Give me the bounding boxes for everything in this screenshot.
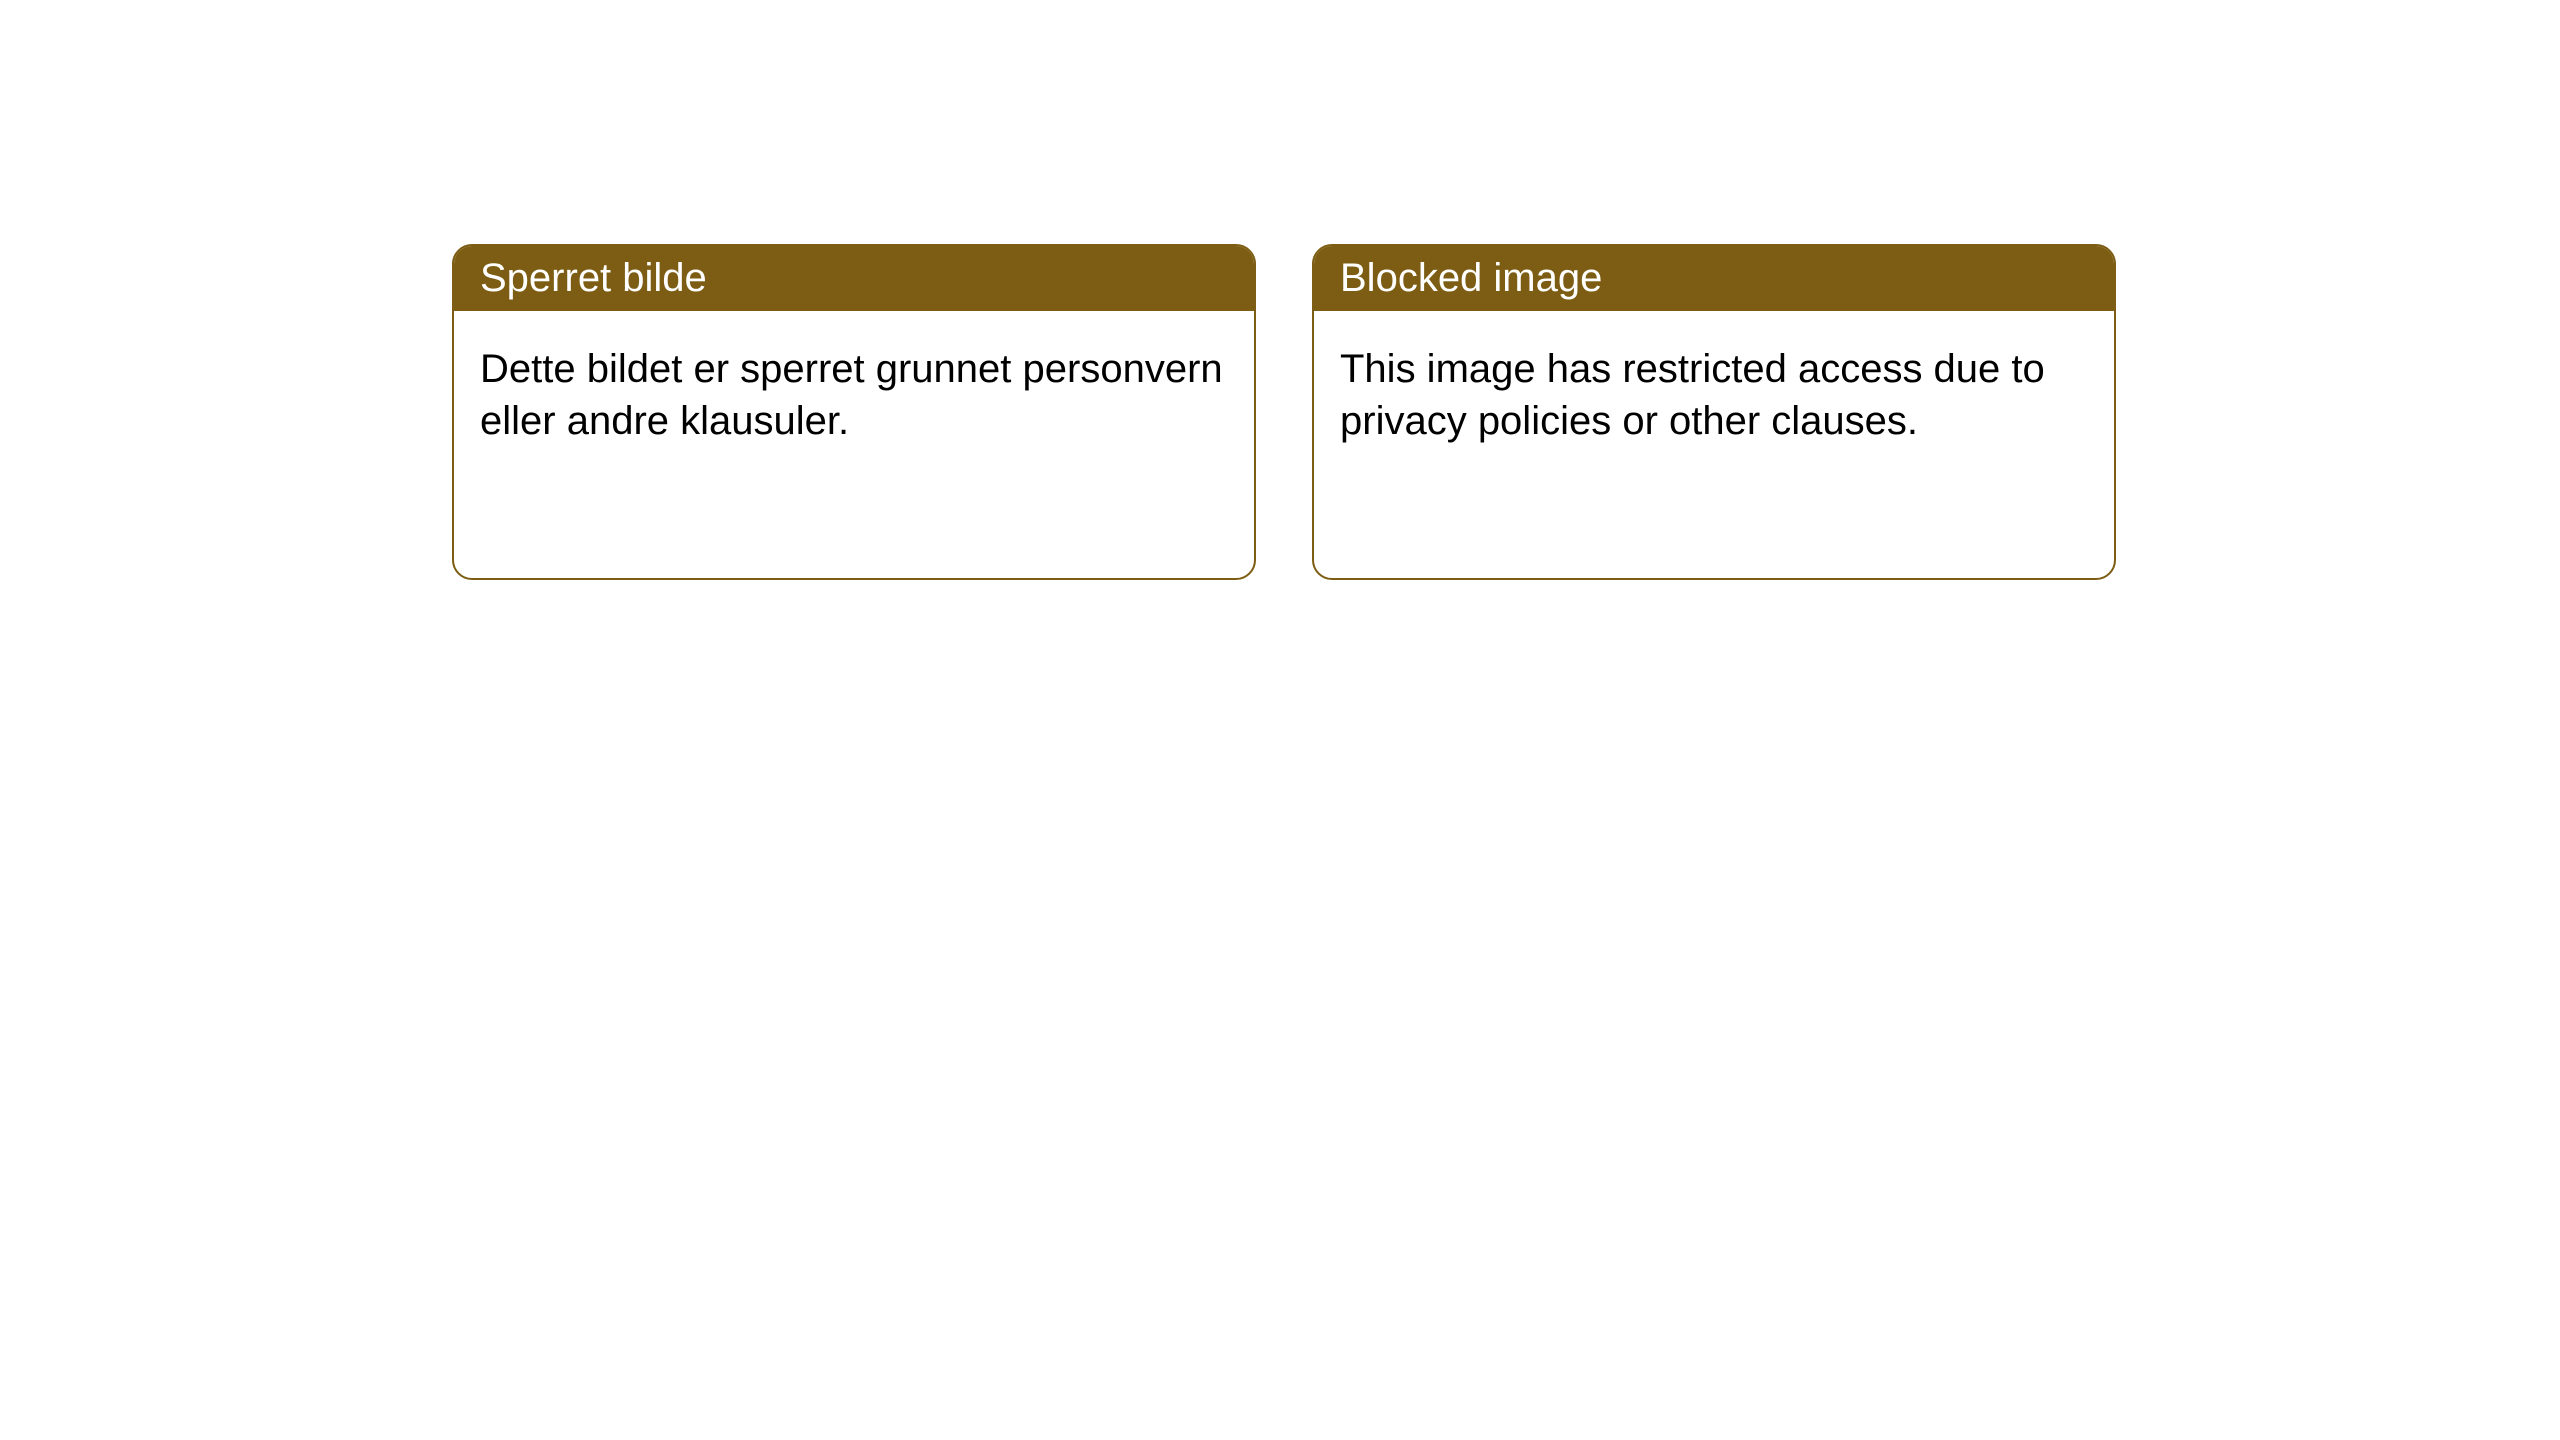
notice-card-norwegian: Sperret bilde Dette bildet er sperret gr…	[452, 244, 1256, 580]
notice-container: Sperret bilde Dette bildet er sperret gr…	[0, 0, 2560, 580]
notice-header: Sperret bilde	[454, 246, 1254, 311]
notice-body: This image has restricted access due to …	[1314, 311, 2114, 479]
notice-header: Blocked image	[1314, 246, 2114, 311]
notice-body: Dette bildet er sperret grunnet personve…	[454, 311, 1254, 479]
notice-card-english: Blocked image This image has restricted …	[1312, 244, 2116, 580]
